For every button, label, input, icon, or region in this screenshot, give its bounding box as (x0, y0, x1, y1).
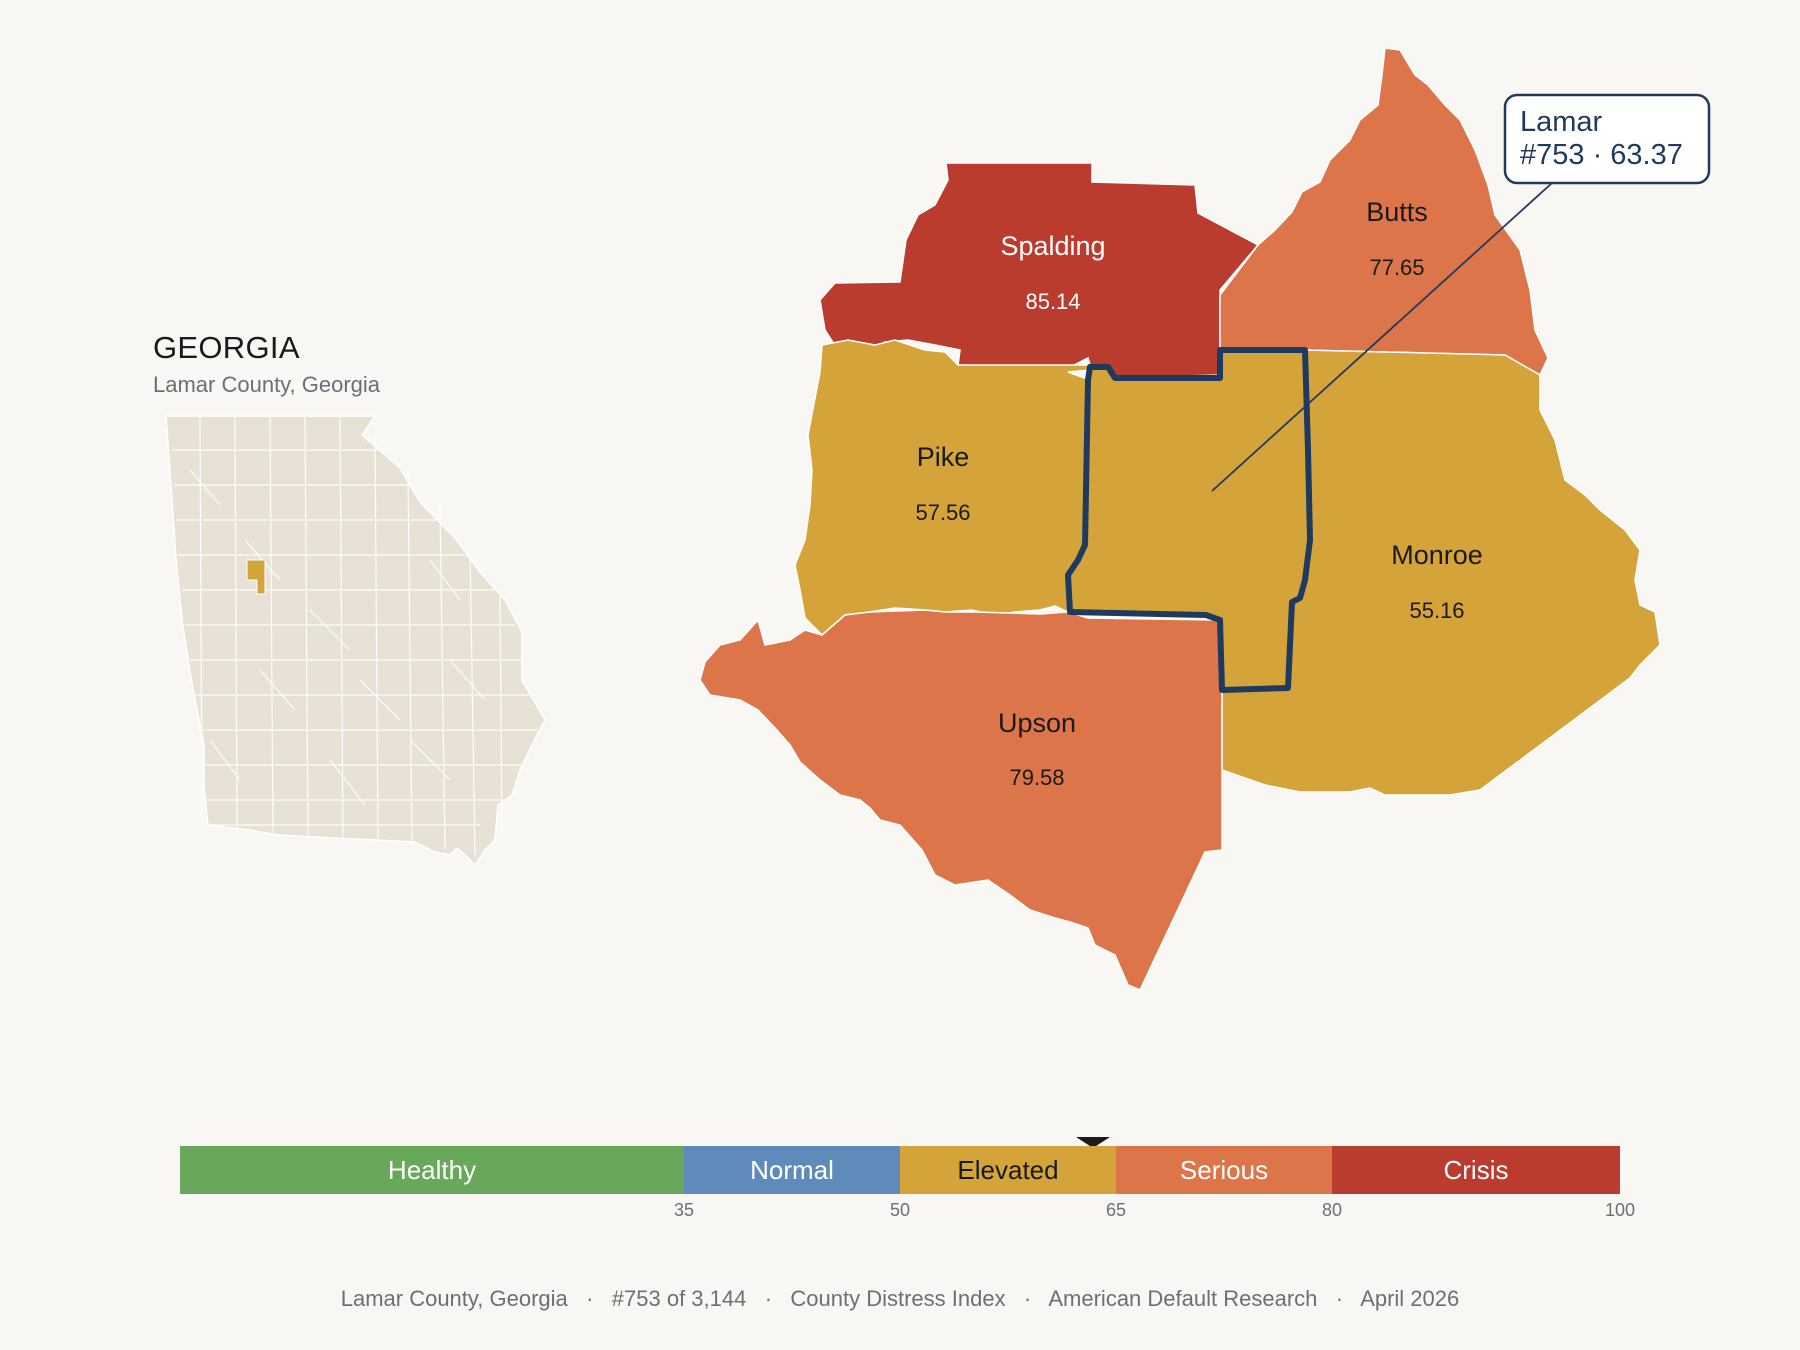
county-score-monroe: 55.16 (1409, 598, 1464, 623)
legend-tick-35: 35 (673, 1200, 695, 1220)
footer-source: American Default Research (1048, 1286, 1318, 1311)
county-label-upson: Upson (998, 708, 1076, 738)
callout-county-name: Lamar (1520, 106, 1603, 138)
county-score-upson: 79.58 (1009, 765, 1064, 790)
legend-segment-elevated: Elevated (900, 1146, 1116, 1194)
footer-separator: · (1023, 1286, 1032, 1311)
callout-box (1503, 93, 1711, 185)
county-score-pike: 57.56 (915, 500, 970, 525)
county-label-monroe: Monroe (1391, 540, 1483, 570)
state-subtitle: Lamar County, Georgia (153, 372, 381, 397)
county-score-spalding: 85.14 (1025, 289, 1080, 314)
legend-segment-healthy: Healthy (180, 1146, 684, 1194)
legend-tick-65: 65 (1105, 1200, 1127, 1220)
county-spalding[interactable] (819, 162, 1260, 379)
legend-segment-crisis: Crisis (1332, 1146, 1620, 1194)
legend-tick-50: 50 (889, 1200, 911, 1220)
distress-scale-legend: Healthy Normal Elevated Serious Crisis (180, 1146, 1620, 1194)
county-pike[interactable] (794, 339, 1092, 637)
county-grid-lines (172, 415, 538, 856)
county-score-butts: 77.65 (1369, 255, 1424, 280)
legend-segment-normal: Normal (684, 1146, 900, 1194)
legend-segment-serious: Serious (1116, 1146, 1332, 1194)
footer-separator: · (1335, 1286, 1344, 1311)
footer-credits: Lamar County, Georgia · #753 of 3,144 · … (0, 1286, 1800, 1312)
lamar-locator-highlight (246, 559, 266, 595)
county-label-pike: Pike (917, 442, 970, 472)
county-label-butts: Butts (1366, 197, 1428, 227)
footer-separator: · (764, 1286, 773, 1311)
georgia-state-shape (165, 415, 546, 867)
county-label-spalding: Spalding (1000, 231, 1105, 261)
callout-leader-line (1211, 182, 1553, 492)
state-locator-map (165, 415, 546, 867)
footer-date: April 2026 (1360, 1286, 1460, 1311)
current-score-marker (1076, 1137, 1110, 1148)
footer-index-name: County Distress Index (790, 1286, 1006, 1311)
county-lamar[interactable] (1065, 347, 1313, 693)
callout-rank-score: #753 · 63.37 (1520, 139, 1683, 171)
regional-map: Spalding 85.14 Butts 77.65 Pike 57.56 Mo… (699, 47, 1711, 991)
legend-tick-80: 80 (1321, 1200, 1343, 1220)
state-title: GEORGIA (153, 330, 300, 365)
county-upson[interactable] (699, 609, 1223, 991)
footer-separator: · (586, 1286, 594, 1311)
footer-county: Lamar County, Georgia (340, 1286, 568, 1311)
footer-rank: #753 of 3,144 (611, 1286, 747, 1311)
legend-tick-100: 100 (1604, 1200, 1636, 1220)
